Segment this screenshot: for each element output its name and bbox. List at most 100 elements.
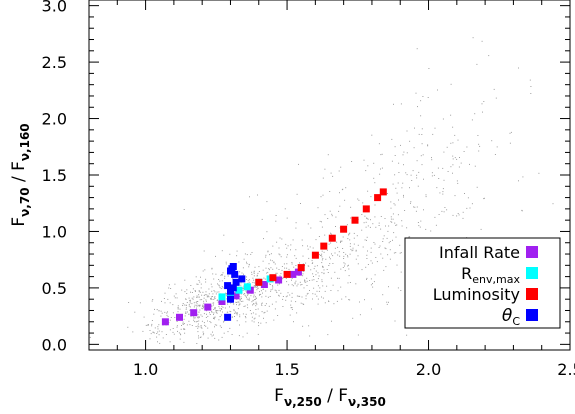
background-point <box>257 194 258 196</box>
background-point <box>189 300 191 302</box>
background-point <box>275 301 277 303</box>
background-point <box>370 219 371 221</box>
background-point <box>252 277 254 279</box>
background-point <box>361 229 363 231</box>
background-point <box>393 232 395 234</box>
background-point <box>254 292 256 294</box>
background-point <box>202 304 204 306</box>
background-point <box>312 262 314 264</box>
background-point <box>177 308 179 310</box>
background-point <box>257 308 259 310</box>
legend-swatch-theta-c <box>526 309 538 321</box>
background-point <box>243 306 245 307</box>
y-tick-label: 1.5 <box>42 166 67 185</box>
background-point <box>270 289 272 291</box>
background-point <box>158 324 160 326</box>
background-point <box>165 334 167 335</box>
background-point <box>291 263 293 265</box>
background-point <box>357 198 359 200</box>
background-point <box>167 316 169 318</box>
background-point <box>406 174 408 176</box>
background-point <box>397 214 399 216</box>
background-point <box>400 144 401 146</box>
background-point <box>364 215 366 217</box>
background-point <box>266 231 268 233</box>
background-point <box>379 245 381 247</box>
background-point <box>421 128 423 130</box>
series-1-point <box>218 293 226 301</box>
background-point <box>342 236 344 238</box>
x-axis-label: Fν,250 / Fν,350 <box>274 386 386 409</box>
background-point <box>442 188 444 190</box>
series-1-point <box>235 286 243 294</box>
background-point <box>169 302 171 304</box>
background-point <box>469 163 470 165</box>
background-point <box>308 257 310 259</box>
background-point <box>212 273 214 275</box>
background-point <box>196 296 198 298</box>
background-point <box>161 331 163 333</box>
background-point <box>452 214 454 216</box>
background-point <box>221 274 223 276</box>
series-3-point <box>227 295 234 303</box>
background-point <box>253 303 255 305</box>
background-point <box>257 272 259 274</box>
background-point <box>409 140 411 142</box>
background-point <box>258 325 260 327</box>
background-point <box>476 63 478 65</box>
background-point <box>317 278 319 280</box>
background-point <box>216 291 218 293</box>
background-point <box>197 325 199 327</box>
background-point <box>176 326 178 328</box>
background-point <box>236 298 238 300</box>
background-point <box>452 126 454 128</box>
background-point <box>183 318 185 320</box>
background-point <box>275 215 277 216</box>
background-point <box>330 290 332 291</box>
background-point <box>246 332 248 334</box>
background-point <box>442 193 444 195</box>
background-point <box>415 210 417 212</box>
background-point <box>291 307 293 308</box>
background-point <box>183 341 185 343</box>
background-point <box>239 303 241 305</box>
background-point <box>249 196 250 198</box>
background-point <box>222 287 224 289</box>
background-point <box>166 312 168 314</box>
background-point <box>154 327 156 329</box>
background-point <box>292 285 294 287</box>
background-point <box>182 304 183 306</box>
background-point <box>219 310 221 312</box>
background-point <box>286 247 288 249</box>
background-point <box>316 281 318 282</box>
background-point <box>276 267 278 269</box>
background-point <box>291 277 293 279</box>
background-point <box>452 172 453 174</box>
background-point <box>198 317 200 318</box>
background-point <box>183 328 185 329</box>
background-point <box>370 196 372 198</box>
background-point <box>168 287 170 289</box>
series-3-point <box>238 275 246 283</box>
background-point <box>167 298 169 300</box>
background-point <box>322 266 324 268</box>
background-point <box>170 288 172 289</box>
background-point <box>270 290 272 292</box>
background-point <box>215 311 217 313</box>
background-point <box>374 243 376 245</box>
background-point <box>431 172 433 174</box>
background-point <box>151 300 153 302</box>
background-point <box>214 324 216 326</box>
background-point <box>195 301 197 303</box>
background-point <box>366 217 367 219</box>
background-point <box>290 244 292 246</box>
background-point <box>406 130 408 132</box>
background-point <box>370 284 372 286</box>
background-point <box>248 264 250 266</box>
background-point <box>200 287 202 289</box>
background-point <box>197 301 199 302</box>
background-point <box>218 306 220 308</box>
background-point <box>391 221 393 223</box>
background-point <box>305 298 307 300</box>
background-point <box>464 193 465 194</box>
